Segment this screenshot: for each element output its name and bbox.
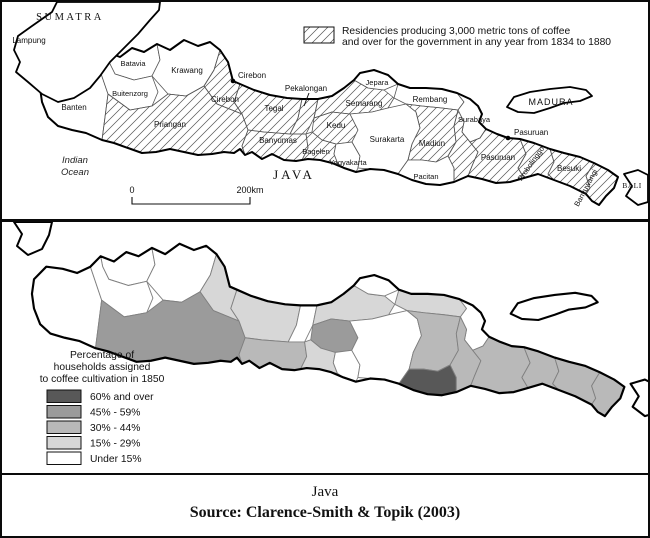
legend-swatch-60-and-over [46, 389, 82, 403]
bottom-legend-title-1: Percentage of [70, 350, 134, 361]
label-cirebon-region: Cirebon [211, 95, 239, 104]
label-surabaya: Surabaya [458, 115, 491, 124]
label-jepara: Jepara [366, 78, 390, 87]
pekalongan-leader-line [303, 92, 310, 107]
label-pekalongan: Pekalongan [285, 84, 327, 93]
top-map-panel: SUMATRA Lampung Banten Batavia Buitenzor… [12, 2, 648, 208]
label-java: JAVA [273, 167, 315, 182]
label-rembang: Rembang [413, 95, 448, 104]
label-yogyakarta: Yogyakarta [329, 158, 367, 167]
caption-block: Java Source: Clarence-Smith & Topik (200… [2, 475, 648, 536]
cirebon-town-dot [230, 78, 236, 84]
label-besuki: Besuki [557, 164, 581, 173]
label-pasuruan-town: Pasuruan [514, 128, 548, 137]
label-bagelen: Bagelen [302, 147, 330, 156]
label-surakarta: Surakarta [370, 135, 405, 144]
label-priangan: Priangan [154, 120, 186, 129]
sumatra-tip [13, 222, 53, 256]
caption-title: Java [311, 484, 339, 500]
legend-swatch-45-59 [46, 405, 82, 419]
sumatra-tip [13, 2, 161, 103]
bali-island [629, 378, 648, 418]
label-bali: BALI [622, 181, 642, 190]
label-pacitan: Pacitan [413, 172, 438, 181]
label-kedu: Kedu [327, 121, 346, 130]
top-legend-line2: and over for the government in any year … [342, 37, 611, 48]
pasuruan-town-dot [505, 135, 511, 141]
bali-island [623, 169, 648, 206]
java-outline [39, 39, 619, 206]
label-buitenzorg: Buitenzorg [112, 89, 148, 98]
caption-source: Source: Clarence-Smith & Topik (2003) [189, 504, 461, 521]
label-indian-ocean-2: Ocean [61, 167, 89, 178]
java-outline [30, 242, 626, 418]
top-legend-swatch [303, 26, 335, 44]
legend-label-45-59: 45% - 59% [90, 408, 140, 419]
bottom-map-regions [30, 242, 648, 418]
label-banyumas: Banyumas [259, 136, 297, 145]
legend-label-60-and-over: 60% and over [90, 392, 154, 403]
label-krawang: Krawang [171, 66, 203, 75]
label-semarang: Semarang [346, 99, 383, 108]
label-pasuruan-region: Pasuruan [481, 153, 515, 162]
scale-zero: 0 [129, 185, 134, 195]
madura-island [509, 291, 599, 322]
scale-bar [131, 197, 251, 205]
label-tegal: Tegal [264, 104, 283, 113]
legend-label-under-15: Under 15% [90, 454, 142, 465]
legend-swatch-15-29 [46, 436, 82, 450]
label-sumatra: SUMATRA [36, 12, 104, 23]
label-banten: Banten [61, 103, 86, 112]
label-batavia: Batavia [120, 59, 146, 68]
panel-divider [2, 219, 648, 222]
label-madura: MADURA [528, 97, 573, 107]
bottom-map-panel: Percentage of households assigned to cof… [13, 222, 648, 465]
bottom-panel-border [2, 473, 648, 475]
legend-label-30-44: 30% - 44% [90, 423, 140, 434]
legend-label-15-29: 15% - 29% [90, 439, 140, 450]
label-lampung: Lampung [12, 36, 45, 45]
top-map-regions [13, 2, 648, 206]
label-indian-ocean-1: Indian [62, 155, 88, 166]
label-madiun: Madiun [419, 139, 445, 148]
top-legend-line1: Residencies producing 3,000 metric tons … [342, 26, 570, 37]
bottom-legend-title-3: to coffee cultivation in 1850 [40, 374, 165, 385]
label-cirebon-town: Cirebon [238, 71, 266, 80]
legend-swatch-30-44 [46, 420, 82, 434]
region-banten [31, 266, 103, 349]
madura-island [506, 86, 593, 114]
bottom-legend-title-2: households assigned [54, 362, 151, 373]
bottom-map-extra [13, 222, 53, 256]
legend-swatch-under-15 [46, 451, 82, 465]
scale-end: 200km [236, 185, 263, 195]
